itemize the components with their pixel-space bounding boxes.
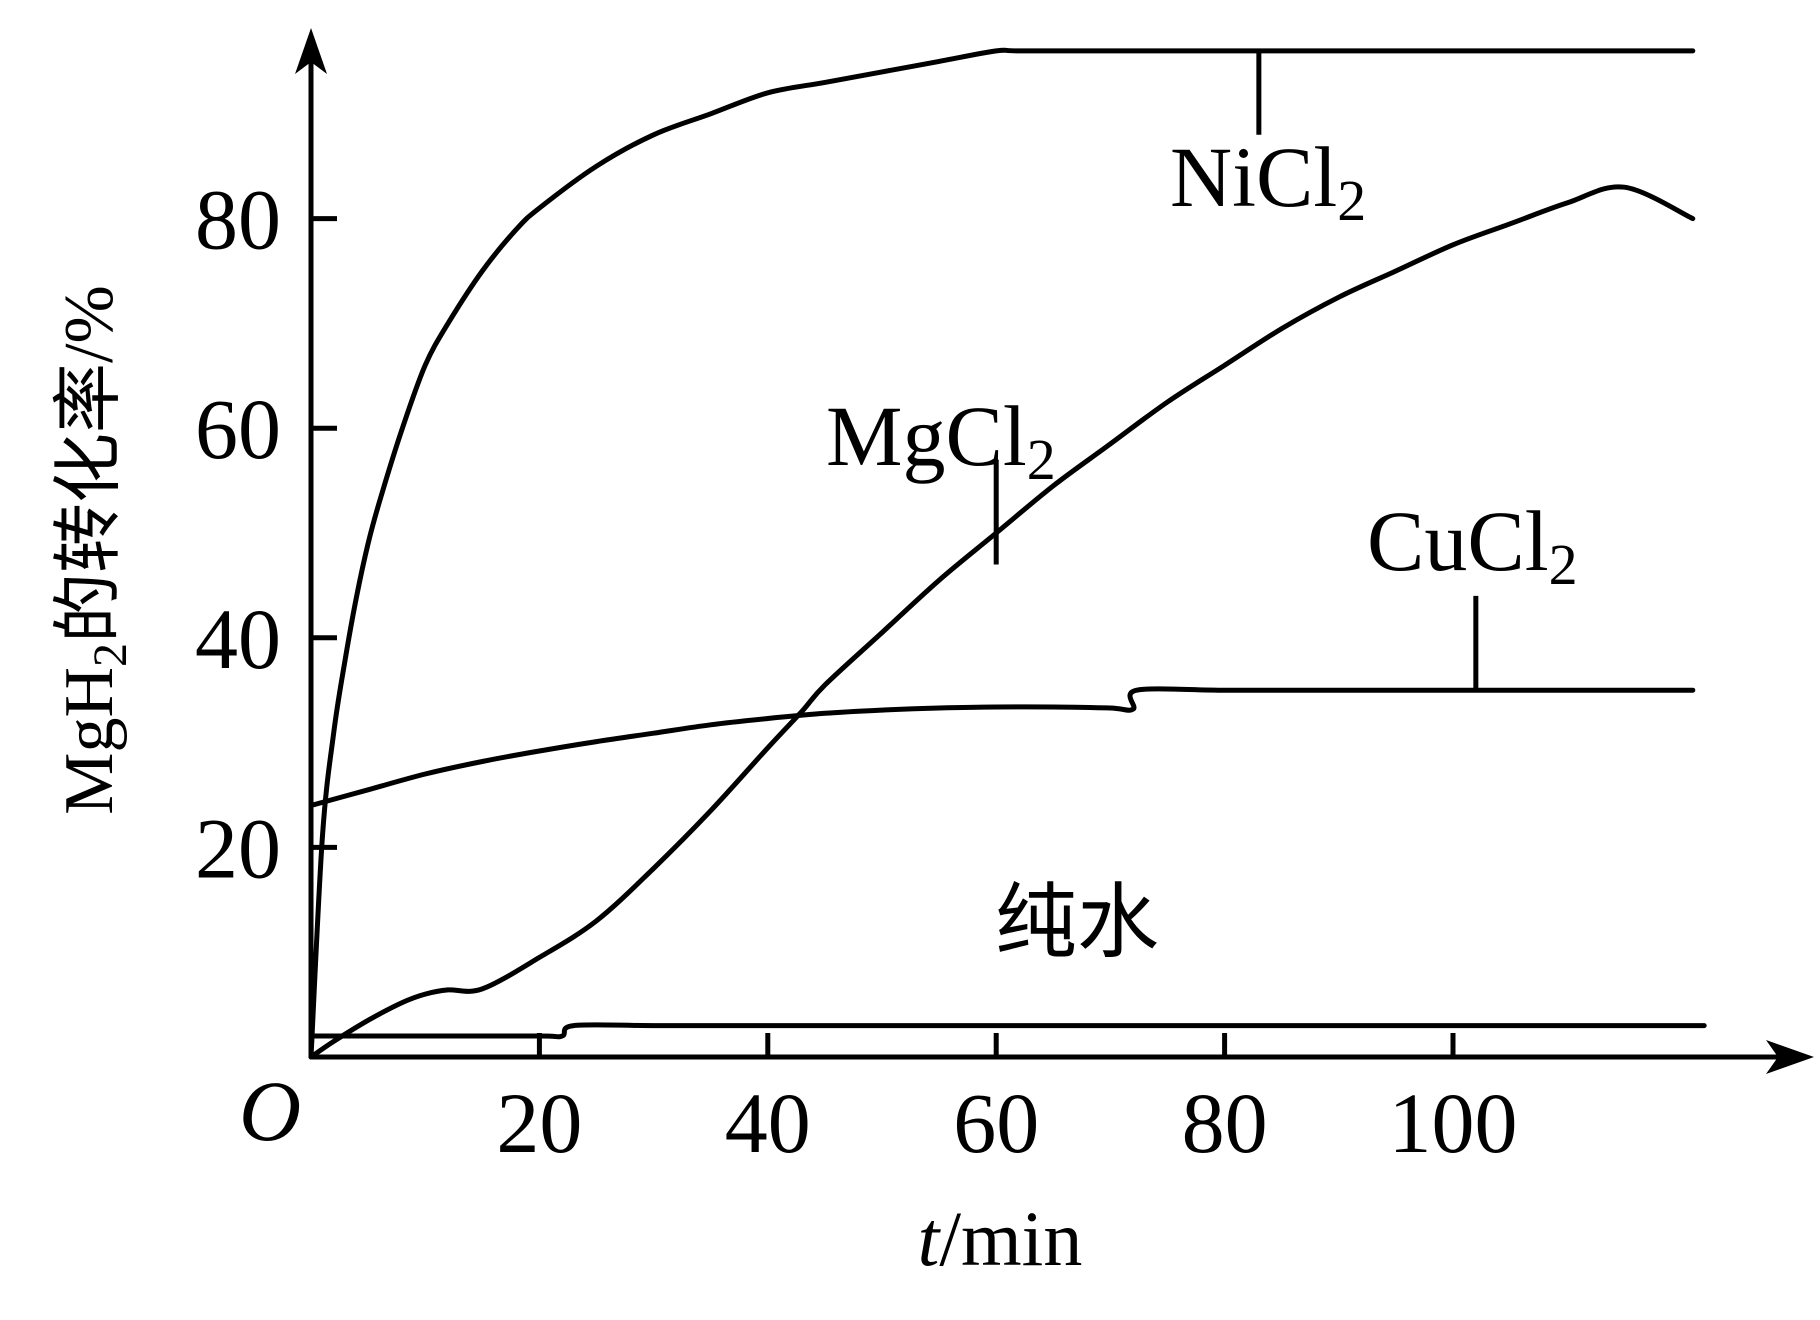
series-label-nicl2: NiCl2 [1170, 129, 1366, 233]
series-label-mgcl2-main: MgCl [826, 388, 1027, 484]
series-label-cucl2-sub: 2 [1549, 532, 1578, 597]
y-axis-label-post: 的转化率/% [51, 285, 128, 643]
series-line-cucl2 [308, 686, 1696, 808]
series-label-cucl2-main: CuCl [1367, 493, 1549, 589]
callout-lines [993, 50, 1479, 691]
x-axis-label: t/min [918, 1195, 1083, 1282]
series-label-mgcl2-sub: 2 [1027, 427, 1056, 492]
x-tick-label: 100 [1389, 1075, 1518, 1171]
y-tick-label: 20 [195, 800, 281, 896]
y-axis-label-sub: 2 [84, 643, 137, 667]
y-tick-label: 80 [195, 172, 281, 268]
y-axis-label-pre: MgH [51, 667, 128, 815]
series-label-nicl2-main: NiCl [1170, 129, 1337, 225]
series-label-mgcl2: MgCl2 [826, 388, 1056, 492]
series-group [308, 47, 1707, 1060]
x-axis-variable: t [918, 1195, 942, 1282]
y-tick-label: 60 [195, 381, 281, 477]
y-axis-arrow [295, 28, 327, 74]
x-tick-label: 20 [496, 1075, 582, 1171]
series-label-nicl2-sub: 2 [1337, 168, 1366, 233]
series-line-pure-water [308, 1022, 1707, 1040]
x-tick-label: 40 [725, 1075, 811, 1171]
ticks: 20 40 60 80 100 20 40 60 80 [195, 172, 1518, 1171]
series-line-mgcl2 [308, 184, 1696, 1060]
series-line-nicl2 [308, 47, 1696, 1060]
origin-label: O [239, 1063, 301, 1159]
series-label-pure-water: 纯水 [995, 877, 1159, 968]
x-tick-label: 60 [953, 1075, 1039, 1171]
series-label-cucl2: CuCl2 [1367, 493, 1578, 597]
x-axis-unit: /min [939, 1195, 1082, 1282]
x-tick-label: 80 [1182, 1075, 1268, 1171]
y-axis-label: MgH2的转化率/% [51, 285, 137, 815]
x-axis-arrow [1766, 1040, 1814, 1074]
y-tick-label: 40 [195, 591, 281, 687]
